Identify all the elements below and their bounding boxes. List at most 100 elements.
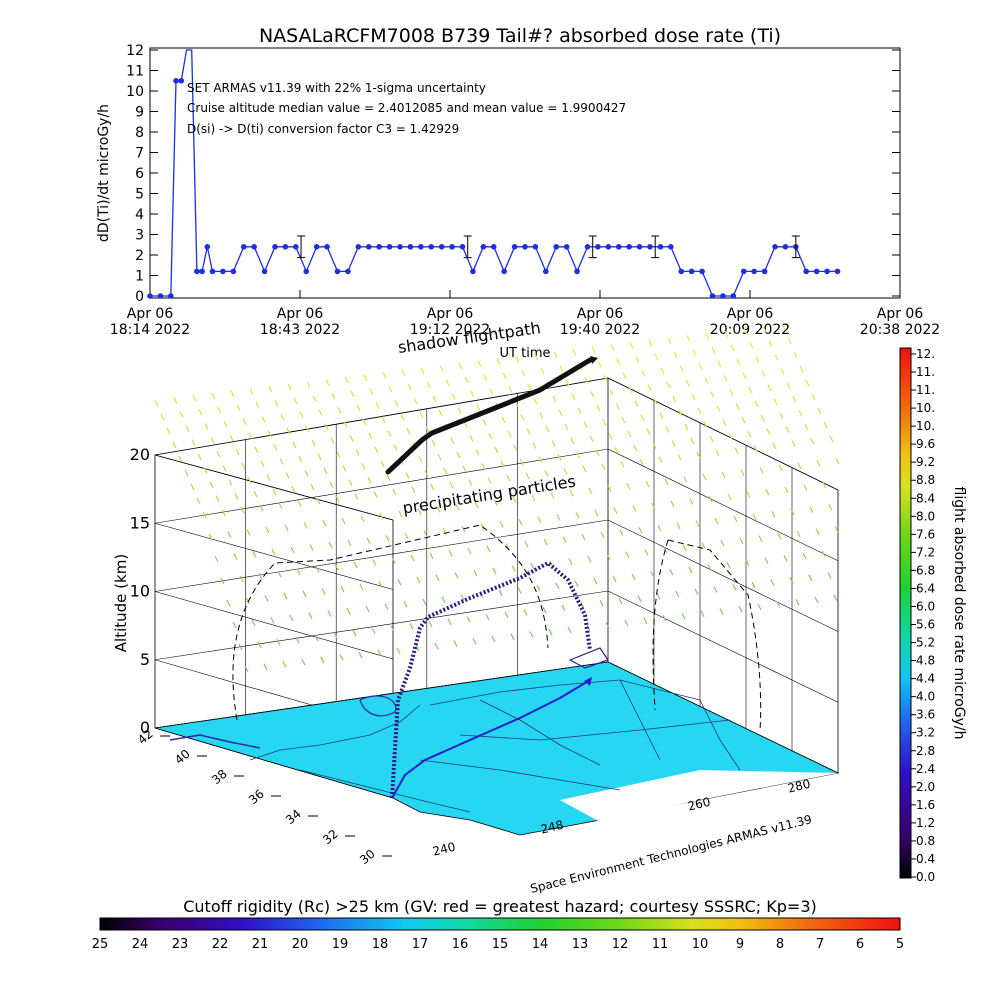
particle [688, 566, 693, 574]
colorbar-tick-label: 11. [916, 383, 935, 397]
colorbar-tick-label: 3.2 [916, 726, 935, 740]
particle [620, 461, 625, 468]
particle [783, 555, 788, 562]
series-point [204, 244, 211, 250]
particle [344, 376, 349, 384]
particle [208, 533, 213, 541]
x-tick-label-date: Apr 06 [427, 306, 474, 322]
particle [305, 425, 310, 433]
particle [805, 379, 810, 387]
series-point [615, 244, 622, 250]
particle [672, 395, 677, 403]
particle [489, 388, 494, 396]
particle [179, 411, 184, 418]
particle [240, 507, 245, 514]
particle [470, 390, 475, 398]
particle [515, 356, 520, 363]
particle [387, 430, 392, 437]
particle [730, 344, 735, 352]
particle [665, 426, 670, 433]
particle [828, 504, 833, 511]
series-point [355, 244, 362, 250]
particle [676, 522, 681, 530]
particle [493, 499, 498, 506]
particle [724, 330, 729, 338]
particle [325, 379, 330, 386]
contour [359, 695, 397, 717]
particle [276, 639, 281, 646]
series-point [199, 268, 205, 275]
particle [591, 346, 596, 354]
particle [226, 599, 231, 607]
particle [334, 563, 339, 571]
particle [742, 372, 747, 380]
particle [608, 433, 613, 440]
particle [202, 511, 207, 519]
particle [221, 509, 226, 516]
particle [815, 528, 820, 535]
series-point [303, 268, 310, 275]
series-point [251, 244, 257, 250]
particle [695, 520, 700, 527]
particle [691, 393, 696, 401]
particle [392, 488, 397, 496]
particle [266, 474, 271, 482]
particle [347, 539, 352, 547]
particle [358, 651, 363, 659]
particle [681, 612, 686, 620]
particle [341, 517, 346, 525]
particle [532, 442, 537, 449]
particle [426, 381, 431, 389]
particle [628, 386, 633, 394]
lat-tick-label: 34 [283, 807, 304, 828]
ground-track-arrow [584, 677, 592, 686]
z-grid-right [607, 519, 839, 632]
particle [172, 441, 177, 449]
particle [738, 605, 743, 613]
particle [481, 463, 486, 470]
particle [745, 559, 750, 567]
particle [428, 620, 433, 628]
particle [779, 412, 784, 419]
series-point [230, 268, 237, 275]
series-point [532, 244, 539, 250]
particle [279, 458, 284, 465]
particle [210, 437, 215, 444]
particle [323, 467, 328, 475]
particle [704, 377, 709, 384]
particle [605, 622, 610, 629]
particle [166, 427, 171, 435]
particle [173, 397, 178, 404]
particle [239, 575, 244, 582]
particle [650, 571, 655, 578]
series-point [668, 244, 674, 250]
particle [315, 566, 320, 573]
lat-tick-label: 42 [135, 727, 156, 748]
particle [247, 476, 252, 484]
particle [728, 433, 733, 440]
lat-tick-label: 36 [246, 787, 267, 808]
particle [264, 595, 269, 602]
particle [229, 434, 234, 442]
particle [352, 629, 357, 637]
colorbar-tick-label: 6.4 [916, 581, 935, 595]
particle [816, 460, 821, 467]
particle [679, 365, 684, 373]
particle [690, 437, 695, 445]
particle [701, 542, 706, 549]
particle [204, 423, 209, 430]
particle [792, 396, 797, 403]
particle [530, 562, 535, 570]
colorbar-tick-label: 1.2 [916, 816, 935, 830]
particle [185, 425, 190, 432]
colorbar-tick-label: 8.4 [916, 491, 935, 505]
particle [462, 465, 467, 473]
particle [304, 469, 309, 477]
particle [746, 491, 751, 498]
particle [394, 400, 399, 407]
colorbar-tick-label: 6.0 [916, 599, 935, 613]
particle [491, 635, 496, 643]
particle [343, 421, 348, 428]
z-axis: 0 5 10 15 20 [130, 445, 150, 737]
series-point [324, 244, 330, 250]
